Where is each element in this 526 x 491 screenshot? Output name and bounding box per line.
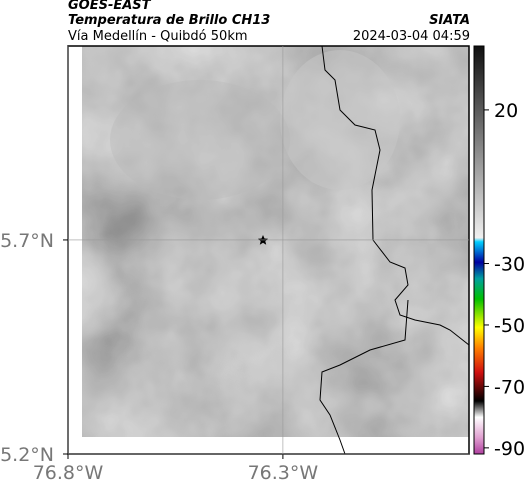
- x-tick-label: 76.3°W: [248, 462, 319, 484]
- org: SIATA: [429, 13, 470, 28]
- route: Vía Medellín - Quibdó 50km: [68, 29, 248, 44]
- colorbar-tick-label: -90: [494, 438, 525, 460]
- cloud-texture: [82, 46, 469, 437]
- colorbar-tick-label: -70: [494, 376, 525, 398]
- colorbar-tick-label: 20: [494, 100, 518, 122]
- bright-area: [110, 80, 290, 200]
- timestamp: 2024-03-04 04:59: [353, 29, 470, 44]
- colorbar: [473, 45, 485, 455]
- colorbar-tick-label: -30: [494, 254, 525, 276]
- y-tick-label: 5.2°N: [0, 444, 54, 466]
- border-line: [319, 45, 470, 455]
- y-tick-label: 5.7°N: [0, 230, 54, 252]
- bright-area: [280, 50, 400, 190]
- colorbar-tick-label: -50: [494, 315, 525, 337]
- title: GOES-EAST: [68, 0, 152, 13]
- x-tick-label: 76.8°W: [33, 462, 104, 484]
- subtitle: Temperatura de Brillo CH13: [68, 13, 270, 28]
